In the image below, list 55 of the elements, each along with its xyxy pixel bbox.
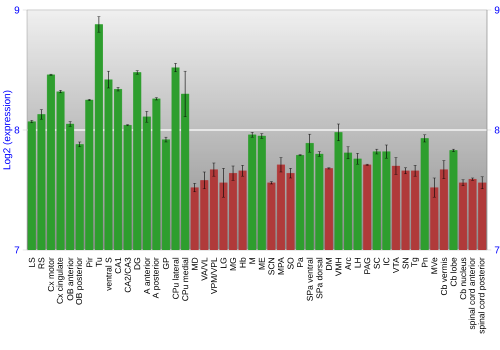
- x-tick-label: Pir: [86, 257, 92, 267]
- x-tick-label: Cx cingulate: [56, 258, 65, 304]
- y-tick-label: 7: [14, 246, 20, 254]
- x-tick-label: LH: [354, 258, 361, 268]
- x-tick-label: MPA: [278, 257, 284, 274]
- x-tick-label: ME: [258, 258, 265, 270]
- y-tick-label: 9: [14, 6, 20, 14]
- x-tick-label: VPM/VPL: [210, 258, 217, 294]
- x-tick-label: PAG: [364, 258, 370, 274]
- x-tick-label: Hb: [240, 258, 246, 268]
- x-tick-label: Cb vermis: [440, 258, 447, 296]
- x-tick-label: Arc: [345, 258, 351, 270]
- x-tick-label: OB posterior: [76, 257, 84, 305]
- y2-tick-label: 7: [494, 246, 500, 254]
- x-tick-label: ventral S: [105, 258, 112, 291]
- x-tick-label: Tu: [96, 258, 102, 267]
- x-tick-label: SO: [288, 258, 294, 270]
- x-tick-label: LS: [28, 258, 35, 267]
- y2-tick-label: 8: [494, 126, 500, 134]
- x-tick-label: MVe: [431, 258, 438, 274]
- x-tick-label: Cx motor: [48, 257, 54, 292]
- x-tick-label: CPu lateral: [172, 258, 179, 299]
- x-tick-label: A posterior: [152, 257, 160, 298]
- x-tick-label: IC: [383, 258, 390, 266]
- y2-tick-label: 9: [494, 6, 500, 14]
- x-tick-label: SPa dorsal: [316, 258, 322, 298]
- x-tick-label: M: [249, 258, 256, 264]
- x-tick-label: spinal cord anterior: [468, 257, 477, 330]
- x-tick-label: DM: [326, 258, 332, 270]
- x-tick-label: A anterior: [144, 257, 150, 294]
- x-tick-label: GP: [162, 258, 169, 270]
- x-tick-label: CA1: [115, 258, 122, 274]
- x-tick-label: MG: [230, 258, 236, 270]
- x-tick-label: SC: [374, 258, 380, 269]
- x-tick-label: SN: [402, 258, 409, 269]
- x-tick-label: Tg: [411, 258, 419, 268]
- x-tick-label: LG: [220, 258, 226, 268]
- x-tick-label: SCN: [268, 258, 274, 275]
- x-tick-label: SPa ventral: [306, 258, 313, 301]
- x-tick-label: VA/VL: [201, 258, 208, 281]
- x-tick-label: Pa: [297, 257, 304, 267]
- x-tick-label: spinal cord posterior: [478, 257, 486, 334]
- x-tick-label: Cb nucleus: [460, 258, 466, 300]
- y-axis-title: Log2 (expression): [2, 90, 12, 170]
- x-tick-label: DG: [134, 258, 140, 270]
- x-tick-label: Pn: [422, 258, 428, 267]
- x-tick-label: RS: [38, 258, 44, 268]
- x-tick-label: Cb lobe: [450, 258, 457, 286]
- x-tick-label: VMH: [336, 258, 342, 276]
- y-tick-label: 8: [14, 126, 20, 134]
- x-tick-label: CA2/CA3: [124, 258, 131, 292]
- x-tick-label: MD: [192, 258, 198, 270]
- x-tick-label: CPu medial: [182, 258, 188, 301]
- x-tick-label: OB anterior: [67, 257, 74, 300]
- x-tick-label: VTA: [393, 257, 399, 274]
